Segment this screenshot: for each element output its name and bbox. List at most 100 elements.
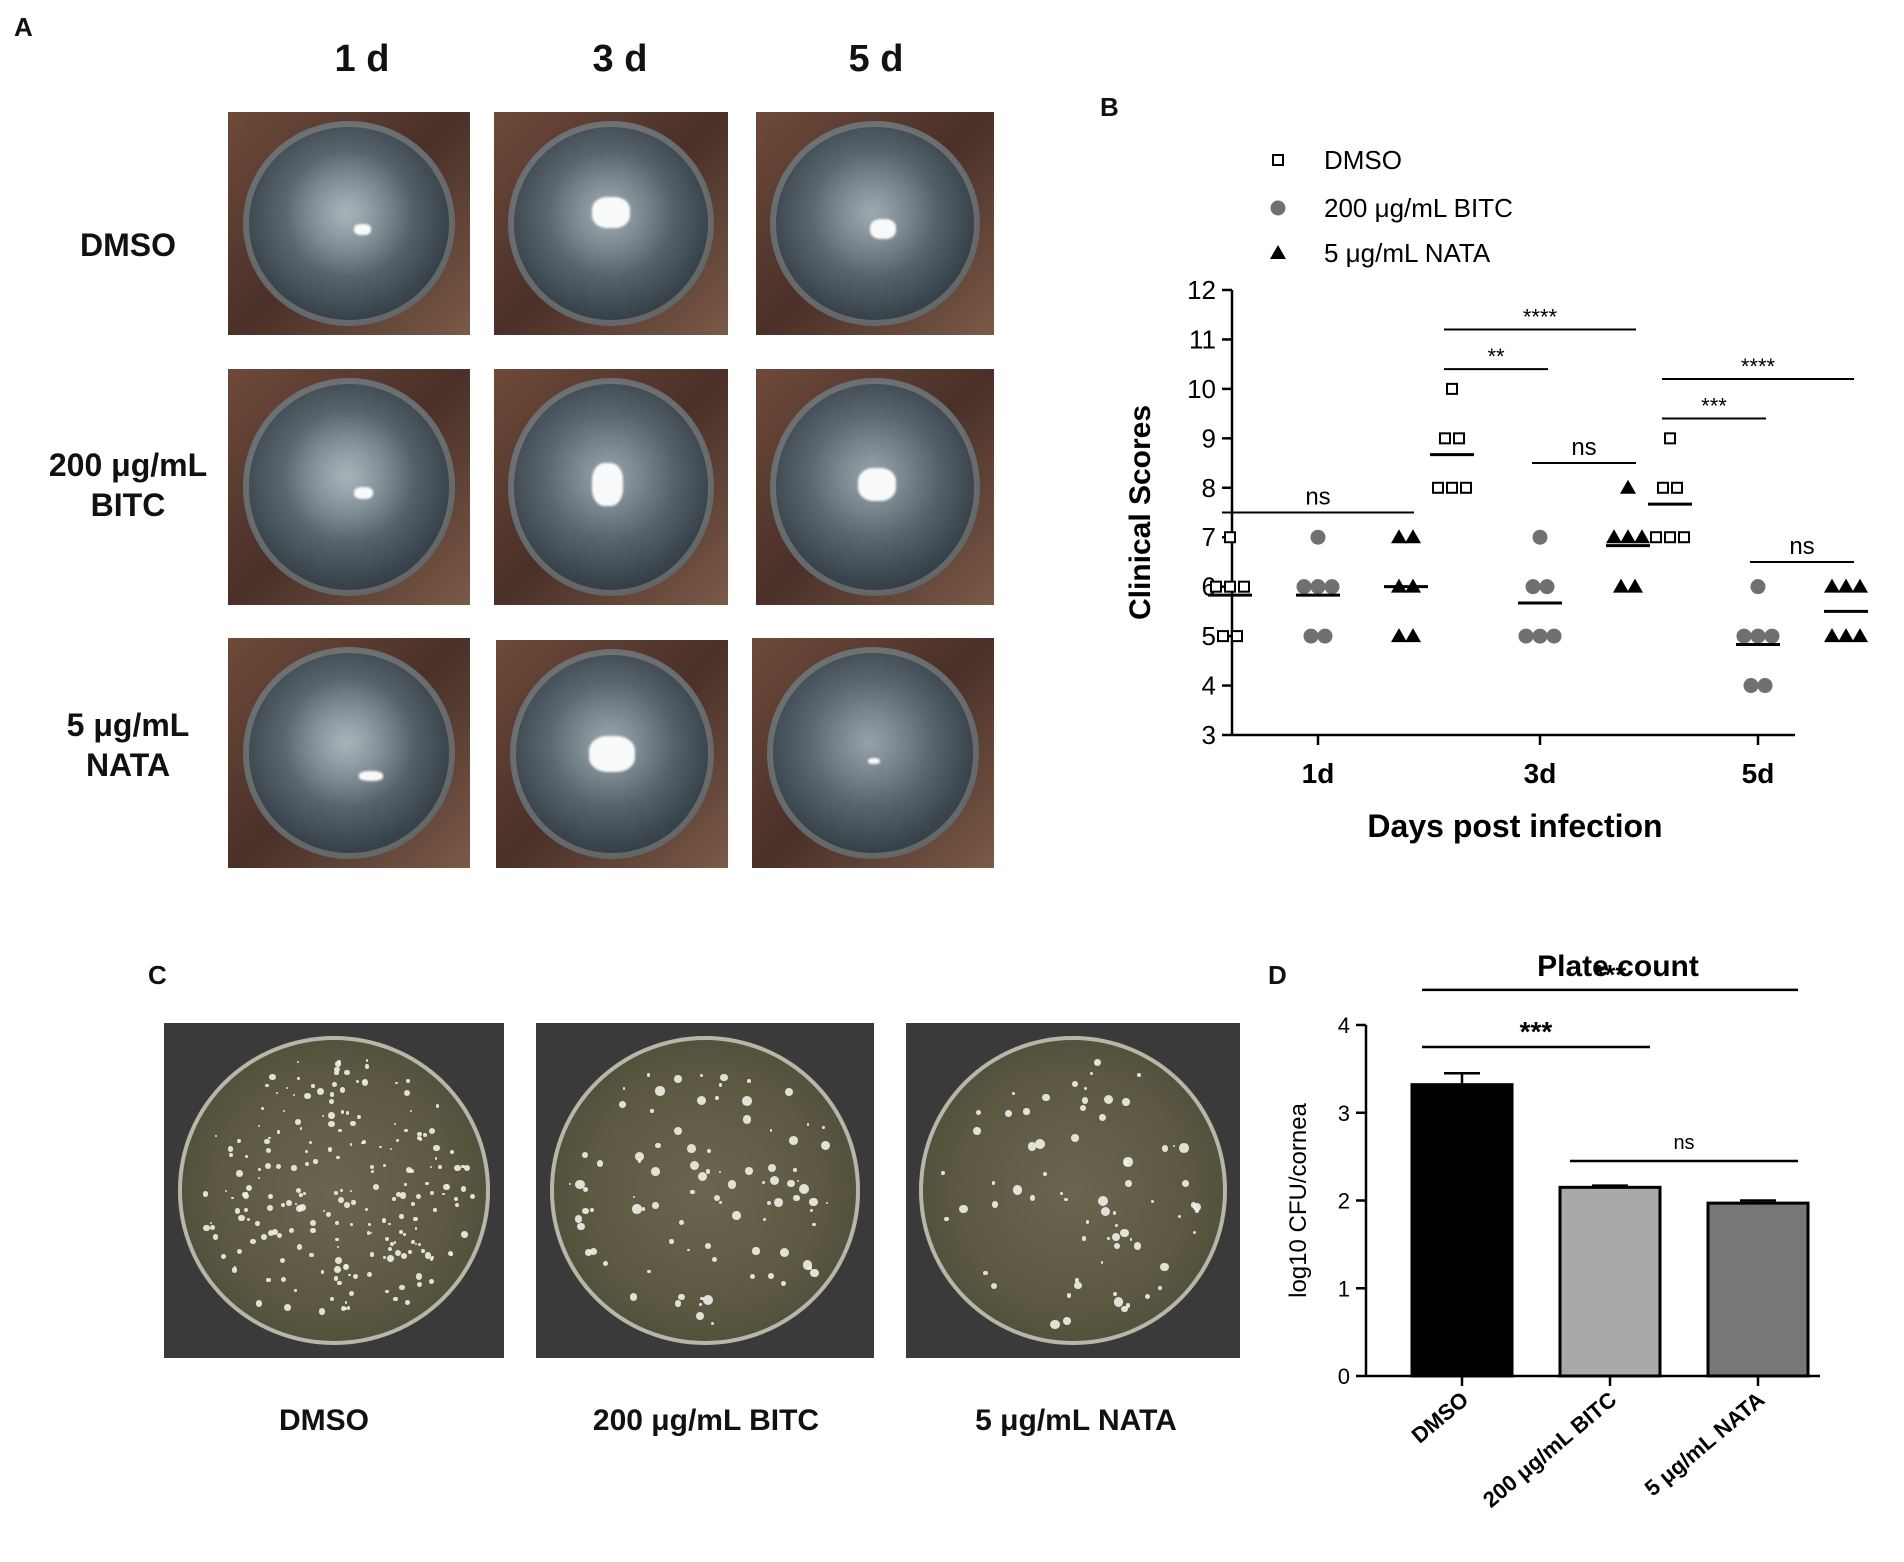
data-point: [1757, 678, 1773, 694]
chart-title: Plate count: [1537, 950, 1699, 983]
y-axis-label: Clinical Scores: [1124, 405, 1157, 620]
data-point: [1224, 580, 1236, 593]
data-point: [1324, 579, 1340, 595]
data-point: [1606, 529, 1622, 544]
data-point: [1532, 628, 1548, 644]
data-point: [1210, 580, 1222, 593]
data-point: [1310, 529, 1326, 545]
bar: [1410, 1083, 1514, 1378]
data-point: [1310, 579, 1326, 595]
x-tick-label: 200 μg/mL BITC: [1478, 1387, 1621, 1513]
data-point: [1852, 578, 1868, 593]
row-label-bitc-line-2: BITC: [90, 487, 166, 523]
legend-label: DMSO: [1324, 145, 1402, 175]
row-label-dmso-line: DMSO: [80, 227, 176, 263]
data-point: [1613, 578, 1629, 593]
panel-letter-c: C: [148, 960, 167, 990]
data-point: [1750, 579, 1766, 595]
column-label-3d: 3 d: [592, 38, 648, 80]
y-tick-label: 4: [1202, 671, 1216, 701]
x-tick-label: DMSO: [1407, 1387, 1474, 1449]
legend-label: 5 μg/mL NATA: [1324, 238, 1491, 268]
data-point: [1764, 628, 1780, 644]
y-tick-label: 2: [1338, 1189, 1350, 1214]
y-tick-label: 7: [1202, 522, 1216, 552]
legend-label: 200 μg/mL BITC: [1324, 193, 1513, 223]
x-tick-label: 5d: [1742, 758, 1775, 789]
data-point: [1824, 628, 1840, 643]
row-label-nata-line-2: NATA: [85, 747, 171, 783]
significance-label: ns: [1305, 484, 1330, 511]
data-point: [1678, 531, 1690, 544]
data-point: [1532, 529, 1548, 545]
eye-photo-nata-5d: [752, 638, 994, 868]
y-tick-label: 0: [1338, 1364, 1350, 1389]
data-point: [1824, 578, 1840, 593]
data-point: [1627, 578, 1643, 593]
data-point: [1525, 579, 1541, 595]
data-point: [1838, 628, 1854, 643]
data-point: [1460, 481, 1472, 494]
y-tick-label: 4: [1338, 1013, 1350, 1038]
agar-plate-nata: [906, 1023, 1240, 1358]
row-label-nata: 5 μg/mL NATA: [28, 705, 228, 785]
legend-marker: [1270, 200, 1286, 216]
plate-count-chart: Plate count 0 1 2 3 4 DMSO 200 μg/mL BITC 5 μg/m…: [1285, 950, 1820, 1513]
panel-letter-d: D: [1268, 960, 1287, 990]
eye-photo-bitc-3d: [494, 369, 728, 605]
data-point: [1750, 628, 1766, 644]
legend-marker: [1272, 154, 1284, 166]
significance-label: ***: [1520, 1016, 1553, 1047]
significance-label: ns: [1673, 1132, 1694, 1154]
row-label-bitc: 200 μg/mL BITC: [28, 445, 228, 525]
data-point: [1539, 579, 1555, 595]
data-point: [1217, 630, 1229, 643]
data-point: [1439, 432, 1451, 445]
panel-letter-a: A: [14, 12, 33, 42]
data-point: [1518, 628, 1534, 644]
data-point: [1303, 628, 1319, 644]
eye-photo-bitc-5d: [756, 369, 994, 605]
data-point: [1296, 579, 1312, 595]
data-point: [1224, 531, 1236, 544]
data-point: [1391, 529, 1407, 544]
x-tick-label: 1d: [1302, 758, 1335, 789]
data-point: [1664, 531, 1676, 544]
agar-plate-bitc: [536, 1023, 874, 1358]
eye-photo-nata-3d: [496, 640, 728, 868]
row-label-dmso: DMSO: [28, 225, 228, 265]
y-tick-label: 3: [1338, 1101, 1350, 1126]
data-point: [1405, 628, 1421, 643]
plate-label-bitc: 200 μg/mL BITC: [592, 1404, 820, 1437]
significance-label: **: [1487, 344, 1505, 369]
significance-label: ns: [1789, 533, 1814, 560]
y-tick-label: 1: [1338, 1276, 1350, 1301]
y-tick-label: 10: [1187, 374, 1216, 404]
agar-plate-dmso: [164, 1023, 504, 1358]
row-label-bitc-line-1: 200 μg/mL: [48, 447, 208, 483]
significance-label: ***: [1594, 959, 1627, 990]
significance-label: ns: [1571, 434, 1596, 461]
x-axis-label: Days post infection: [1367, 808, 1662, 844]
data-point: [1671, 481, 1683, 494]
x-tick-label: 5 μg/mL NATA: [1640, 1387, 1769, 1501]
eye-photo-dmso-3d: [494, 112, 728, 335]
data-point: [1838, 578, 1854, 593]
data-point: [1546, 628, 1562, 644]
bar: [1558, 1185, 1662, 1378]
data-point: [1620, 479, 1636, 494]
x-tick-label: 3d: [1524, 758, 1557, 789]
eye-photo-bitc-1d: [228, 369, 470, 605]
significance-label: ****: [1523, 305, 1558, 330]
eye-photo-dmso-1d: [228, 112, 470, 335]
data-point: [1405, 529, 1421, 544]
data-point: [1650, 531, 1662, 544]
data-point: [1391, 628, 1407, 643]
plate-label-nata: 5 μg/mL NATA: [975, 1404, 1177, 1437]
data-point: [1238, 580, 1250, 593]
plate-label-dmso: DMSO: [279, 1404, 369, 1437]
data-point: [1743, 678, 1759, 694]
data-point: [1446, 481, 1458, 494]
panel-letter-b: B: [1100, 92, 1119, 122]
